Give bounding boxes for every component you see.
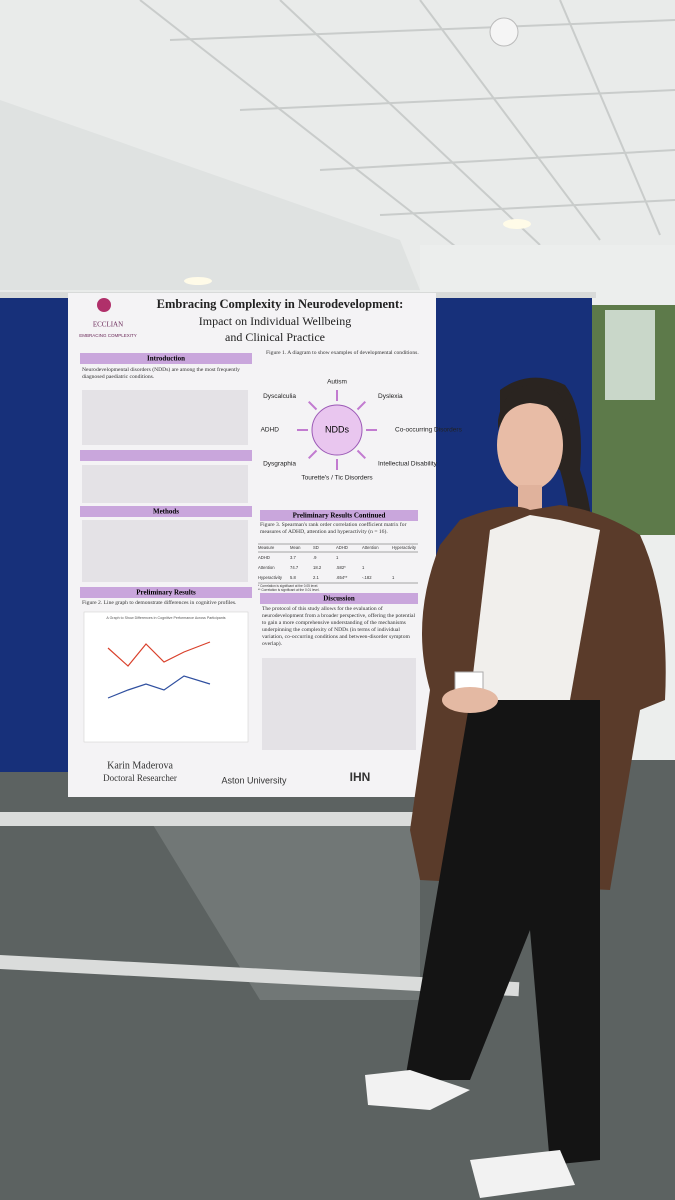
diagram-node: Dysgraphia [263, 461, 296, 468]
table-header: Mean [290, 545, 301, 550]
text-block [82, 390, 248, 445]
table-header: SD [313, 545, 319, 550]
diagram-node: Dyslexia [378, 393, 403, 400]
logo-tagline: EMBRACING COMPLEXITY [79, 333, 137, 338]
poster-subtitle: Impact on Individual Wellbeing [199, 314, 351, 328]
table-cell: 2.1 [313, 575, 319, 580]
table-header: Measure [258, 545, 275, 550]
diagram-arrow [308, 401, 318, 411]
text-block [82, 520, 248, 582]
text-block [262, 658, 416, 750]
table-caption: Figure 3. Spearman's rank order correlat… [260, 522, 407, 535]
section-header-bg [260, 510, 418, 521]
section-header: Discussion [323, 595, 355, 603]
stand-bar [0, 955, 520, 997]
table-header: Hyperactivity [392, 545, 417, 550]
table-cell: Attention [258, 565, 275, 570]
table-note: * Correlation is significant at the 0.05… [258, 584, 318, 588]
section-header-bg [260, 593, 418, 604]
table-cell: .582* [336, 565, 346, 570]
mini-chart-title: A Graph to Show Differences in Cognitive… [106, 616, 225, 620]
intro-text: Neurodevelopmental disorders (NDDs) are … [82, 367, 240, 380]
diagram-node: Co-occurring Disorders [395, 427, 463, 434]
poster-subtitle: and Clinical Practice [225, 330, 325, 344]
poster-title: Embracing Complexity in Neurodevelopment… [157, 297, 404, 311]
ceiling-light [503, 219, 531, 229]
section-header-bg [80, 353, 252, 364]
table-cell: 5.8 [290, 575, 296, 580]
discussion-text: The protocol of this study allows for th… [262, 606, 416, 647]
table-cell: 3.7 [290, 555, 296, 560]
author: Karin Maderova [107, 760, 173, 771]
logo-icon [97, 298, 111, 312]
diagram-node: Intellectual Disability [378, 461, 438, 468]
mini-chart-line [107, 675, 211, 699]
diagram-arrow [356, 401, 366, 411]
fig1-caption-box: Figure 1. A diagram to show examples of … [266, 350, 419, 356]
table-cell: Hyperactivity [258, 575, 283, 580]
table-cell: 1 [392, 575, 395, 580]
ceiling-grid [139, 0, 675, 251]
table-cell: 1 [362, 565, 365, 570]
window-sky [605, 310, 655, 400]
logo-name: ECCLIAN [93, 321, 123, 329]
role: Doctoral Researcher [103, 773, 177, 783]
mini-chart-line [107, 641, 211, 667]
section-header-bg [80, 450, 252, 461]
results-caption: Figure 2. Line graph to demonstrate diff… [82, 600, 237, 606]
diagram-center-label: NDDs [325, 424, 349, 434]
diagram-center [311, 404, 363, 456]
sunlight [150, 820, 420, 1000]
table-cell: 74.7 [290, 565, 299, 570]
table-cell: ADHD [258, 555, 270, 560]
table-header: Attention [362, 545, 379, 550]
ceiling-beam [0, 100, 420, 290]
table-cell: 1 [336, 555, 339, 560]
intro-text-box: Neurodevelopmental disorders (NDDs) are … [82, 367, 240, 380]
discussion-text-box: The protocol of this study allows for th… [262, 606, 416, 647]
section-header: Preliminary Results Continued [293, 512, 386, 520]
table-cell: .654** [336, 575, 348, 580]
institute: IHN [350, 770, 371, 784]
table-cell: 18.2 [313, 565, 322, 570]
diagram: NDDs Autism Dyslexia Co-occurring Disorders… [261, 379, 463, 482]
diagram-node: ADHD [261, 427, 280, 434]
diagram-arrow [308, 449, 318, 459]
section-header-bg [80, 506, 252, 517]
mini-chart [83, 611, 249, 743]
fig1-caption: Figure 1. A diagram to show examples of … [266, 350, 419, 356]
text-block [82, 465, 248, 503]
university: Aston University [221, 775, 287, 785]
diagram-node: Autism [327, 379, 347, 386]
section-header-bg [80, 587, 252, 598]
ceiling-light [184, 277, 212, 285]
table: Measure Mean SD ADHD Attention Hyperactivity A… [258, 543, 418, 592]
diagram-node: Tourette's / Tic Disorders [301, 475, 373, 482]
results-caption-box: Figure 2. Line graph to demonstrate diff… [82, 600, 237, 606]
person [365, 377, 666, 1198]
section-header: Introduction [147, 355, 185, 363]
diagram-node: Dyscalculia [263, 393, 296, 400]
section-header: Preliminary Results [136, 589, 196, 597]
stand-bar [0, 812, 420, 826]
smoke-detector [489, 17, 519, 47]
section-header: Methods [153, 508, 179, 516]
table-note: ** Correlation is significant at the 0.0… [258, 588, 320, 592]
table-caption-box: Figure 3. Spearman's rank order correlat… [260, 522, 407, 535]
diagram-arrow [356, 449, 366, 459]
table-cell: .9 [313, 555, 317, 560]
table-header: ADHD [336, 545, 348, 550]
table-cell: -.182 [362, 575, 372, 580]
